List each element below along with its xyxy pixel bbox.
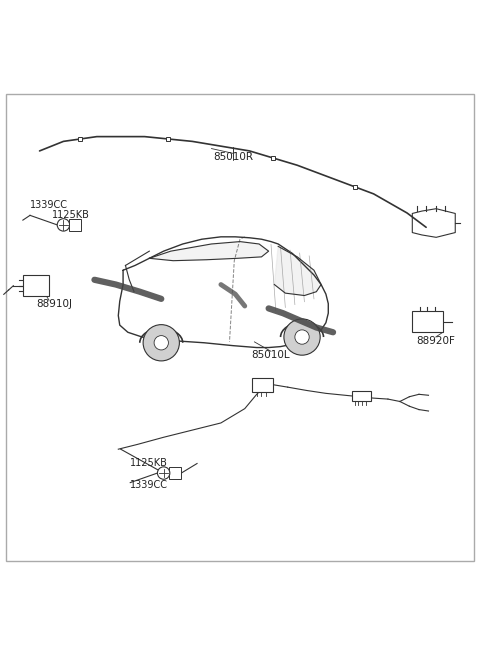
Text: 1125KB: 1125KB — [52, 210, 90, 220]
FancyBboxPatch shape — [252, 378, 274, 392]
Text: 88910J: 88910J — [36, 299, 72, 309]
Text: 1125KB: 1125KB — [131, 458, 168, 468]
FancyBboxPatch shape — [23, 275, 49, 297]
Circle shape — [154, 335, 168, 350]
Text: 1339CC: 1339CC — [30, 200, 68, 210]
Circle shape — [143, 325, 180, 361]
Text: 88920F: 88920F — [416, 336, 455, 346]
Circle shape — [295, 330, 309, 345]
Circle shape — [284, 319, 320, 355]
Text: 85010L: 85010L — [252, 350, 290, 360]
Polygon shape — [275, 246, 321, 295]
Circle shape — [57, 219, 70, 231]
FancyBboxPatch shape — [169, 467, 181, 479]
Text: 1339CC: 1339CC — [131, 480, 168, 490]
FancyBboxPatch shape — [352, 391, 371, 402]
FancyBboxPatch shape — [69, 219, 81, 231]
Text: 85010R: 85010R — [213, 152, 253, 162]
FancyBboxPatch shape — [412, 310, 443, 332]
Circle shape — [157, 467, 170, 479]
Polygon shape — [149, 242, 269, 261]
